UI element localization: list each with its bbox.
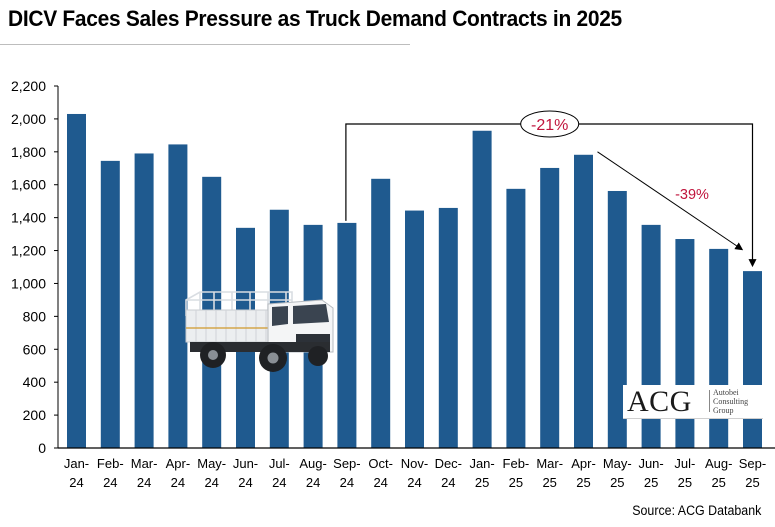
x-tick-label: 24: [272, 475, 286, 490]
bar: [134, 153, 154, 449]
x-tick-label: Jul-: [269, 456, 290, 471]
annotations: -21% -39%: [345, 110, 757, 268]
truck-image: [185, 291, 334, 372]
x-tick-label: Mar-: [536, 456, 563, 471]
trend-arrow: [597, 151, 744, 251]
x-tick-label: 24: [407, 475, 421, 490]
truck-rack: [185, 291, 293, 316]
x-tick-label: Apr-: [571, 456, 596, 471]
y-tick-label: 0: [38, 440, 46, 456]
x-tick-label: 25: [509, 475, 523, 490]
logo-divider: [709, 390, 710, 412]
logo-line: Consulting: [713, 397, 749, 406]
x-tick-label: Aug-: [299, 456, 326, 471]
x-tick-label: 24: [238, 475, 252, 490]
logo-line: Group: [713, 406, 734, 415]
x-tick-label: Apr-: [166, 456, 191, 471]
x-tick-label: Sep-: [333, 456, 360, 471]
y-tick-label: 1,600: [11, 177, 46, 193]
y-tick-label: 1,200: [11, 243, 46, 259]
x-tick-label: 24: [137, 475, 151, 490]
x-tick-label: May-: [197, 456, 226, 471]
bar: [743, 271, 762, 448]
acg-logo: ACG Autobei Consulting Group: [623, 385, 763, 419]
chart-title: DICV Faces Sales Pressure as Truck Deman…: [8, 6, 622, 31]
x-tick-label: 24: [171, 475, 185, 490]
annotation-ellipse: [520, 110, 580, 138]
x-tick-label: 25: [475, 475, 489, 490]
y-tick-label: 2,000: [11, 111, 46, 127]
bar: [540, 167, 560, 448]
bar: [337, 222, 357, 448]
x-tick-label: 24: [373, 475, 387, 490]
y-tick-label: 1,400: [11, 210, 46, 226]
y-tick-label: 600: [23, 341, 47, 357]
bars: [67, 113, 762, 449]
y-tick-label: 2,200: [11, 78, 46, 94]
bar: [506, 188, 526, 448]
y-axis: 0 200 400 600 800 1,000 1,200 1,400 1,600 1,800 2,…: [11, 78, 59, 456]
x-tick-label: Feb-: [503, 456, 530, 471]
x-tick-label: Feb-: [97, 456, 124, 471]
source-note: Source: ACG Databank: [631, 503, 761, 518]
x-tick-label: Jul-: [674, 456, 695, 471]
x-tick-label: May-: [603, 456, 632, 471]
x-tick-label: 25: [542, 475, 556, 490]
title-divider: [0, 44, 410, 45]
x-tick-label: 24: [340, 475, 354, 490]
bar: [438, 207, 458, 448]
x-tick-label: Oct-: [368, 456, 393, 471]
bar: [67, 113, 86, 449]
y-tick-label: 1,000: [11, 275, 46, 291]
x-tick-label: 24: [103, 475, 117, 490]
x-tick-label: Jan-: [469, 456, 494, 471]
x-tick-label: 25: [745, 475, 759, 490]
x-axis: Jan- 24 Feb- 24 Mar- 24 Apr- 24 May- 24 Jun- 24 Jul-…: [58, 447, 775, 490]
x-tick-label: Nov-: [401, 456, 428, 471]
y-tick-label: 1,800: [11, 144, 46, 160]
x-tick-label: Sep-: [739, 456, 766, 471]
bar: [100, 160, 120, 449]
y-tick-label: 200: [23, 407, 47, 423]
logo-line: Autobei: [713, 388, 739, 397]
x-tick-label: 24: [306, 475, 320, 490]
x-tick-label: 24: [204, 475, 218, 490]
x-tick-label: Jun-: [638, 456, 663, 471]
bar: [574, 154, 593, 448]
x-tick-label: Jun-: [233, 456, 258, 471]
x-tick-label: Dec-: [435, 456, 462, 471]
bar: [472, 130, 492, 449]
y-tick-label: 800: [23, 308, 47, 324]
x-tick-label: 25: [576, 475, 590, 490]
x-tick-label: 25: [711, 475, 725, 490]
x-tick-label: 25: [610, 475, 624, 490]
logo-subtitle: Autobei Consulting Group: [713, 388, 748, 415]
x-tick-label: Jan-: [64, 456, 89, 471]
bar: [371, 178, 391, 448]
x-tick-label: 25: [644, 475, 658, 490]
y-tick-label: 400: [23, 374, 47, 390]
x-tick-label: Aug-: [705, 456, 732, 471]
x-tick-label: 24: [441, 475, 455, 490]
x-tick-label: Mar-: [131, 456, 158, 471]
bar: [405, 210, 424, 448]
x-tick-label: 24: [69, 475, 83, 490]
bar: [168, 144, 188, 448]
logo-mark: ACG: [627, 385, 692, 418]
annotation-label: -21%: [531, 117, 568, 134]
annotation-label: -39%: [675, 187, 709, 203]
x-tick-label: 25: [678, 475, 692, 490]
bar: [607, 190, 627, 449]
